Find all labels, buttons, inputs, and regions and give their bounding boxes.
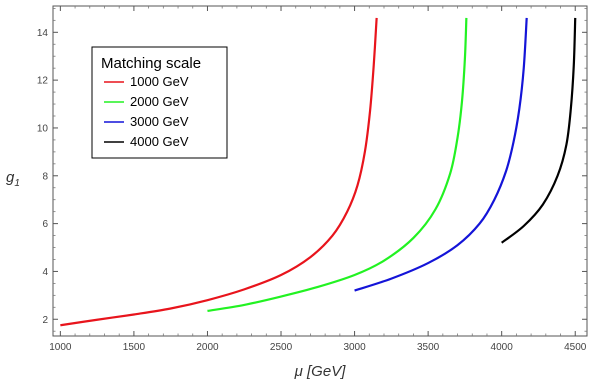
y-tick-label: 6 (42, 219, 48, 230)
y-tick-label: 10 (37, 123, 49, 134)
series-layer (60, 17, 577, 327)
legend-title: Matching scale (101, 55, 201, 72)
legend-entry-label: 3000 GeV (130, 114, 189, 129)
x-axis-label: μ [GeV] (294, 363, 347, 380)
x-tick-label: 3000 (343, 342, 366, 353)
legend-entries: 1000 GeV 2000 GeV 3000 GeV 4000 GeV (104, 74, 189, 149)
x-tick-label: 1500 (123, 342, 146, 353)
plot-frame (52, 5, 588, 337)
x-tick-label: 4000 (491, 342, 514, 353)
y-axis-label-subscript: 1 (14, 178, 20, 189)
x-tick-label: 3500 (417, 342, 440, 353)
legend: Matching scale 1000 GeV 2000 GeV 3000 GeV 4… (91, 46, 228, 159)
series-line-2000-gev (207, 17, 468, 312)
legend-entry-label: 4000 GeV (130, 134, 189, 149)
y-axis-label: g1 (6, 169, 20, 189)
y-tick-label: 8 (42, 171, 48, 182)
x-tick-label: 2000 (196, 342, 219, 353)
x-tick-label: 4500 (564, 342, 587, 353)
y-tick-label: 2 (42, 315, 48, 326)
y-tick-label: 12 (37, 76, 49, 87)
ticks-layer: 1000 1500 2000 2500 3000 3500 4000 4500 2 4 6 8 10 12… (37, 6, 587, 353)
legend-entry-label: 2000 GeV (130, 94, 189, 109)
y-tick-label: 4 (42, 267, 48, 278)
series-line-4000-gev (501, 17, 577, 244)
legend-entry-label: 1000 GeV (130, 74, 189, 89)
legend-box (91, 46, 228, 159)
x-tick-label: 1000 (49, 342, 72, 353)
series-line-1000-gev (60, 17, 378, 327)
y-tick-label: 14 (37, 28, 49, 39)
series-line-3000-gev (354, 17, 528, 292)
x-tick-label: 2500 (270, 342, 293, 353)
